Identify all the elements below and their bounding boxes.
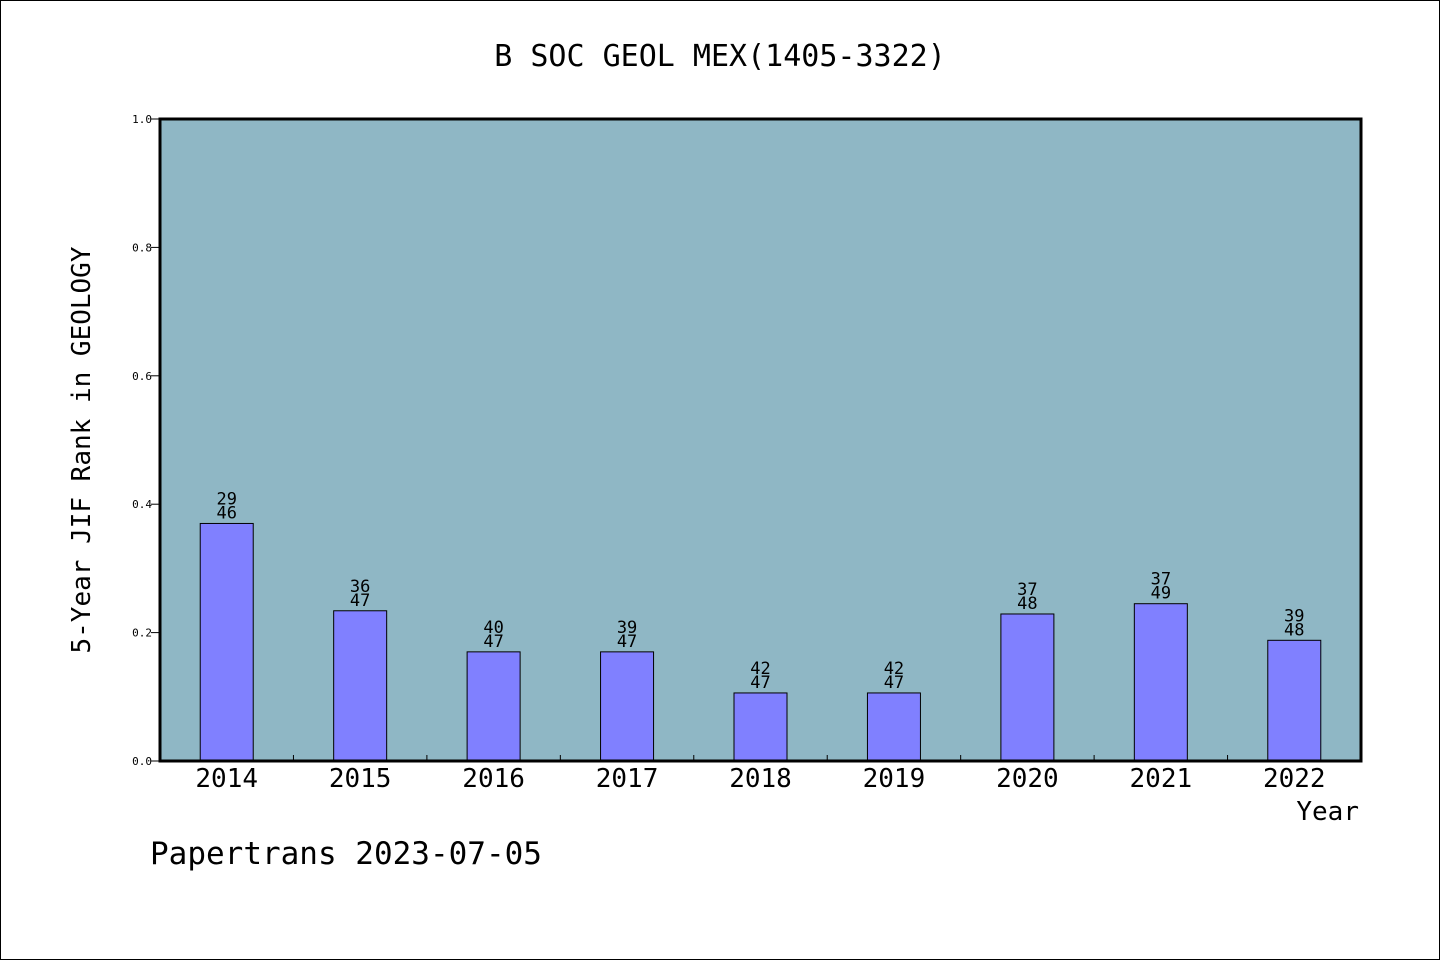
x-tick-label: 2019 [863,764,926,794]
y-tick-label: 0.4 [132,498,152,511]
y-tick-label: 0.0 [132,755,152,768]
data-label-bottom: 48 [1284,620,1304,640]
bar-2021 [1133,603,1188,762]
data-label-top: 39 [1284,606,1304,626]
x-tick-label: 2020 [996,764,1059,794]
bar-2020 [1000,613,1055,762]
data-label-bottom: 47 [884,673,904,693]
data-label-bottom: 49 [1151,584,1171,604]
x-tick-label: 2014 [195,764,258,794]
data-label-bottom: 47 [617,632,637,652]
data-label-top: 29 [216,489,236,509]
data-label-top: 42 [750,659,770,679]
y-tick-label: 0.2 [132,627,152,640]
data-label-top: 37 [1151,570,1171,590]
bar-2016 [466,651,521,762]
plot-border [158,117,1363,763]
y-tick-label: 0.8 [132,241,152,254]
data-label-top: 40 [483,618,503,638]
y-tick-label: 0.6 [132,370,152,383]
data-label-bottom: 47 [350,591,370,611]
bar-2019 [866,692,921,762]
chart-title: B SOC GEOL MEX(1405-3322) [494,39,946,74]
data-label-top: 36 [350,577,370,597]
bar-2018 [733,692,788,762]
bar-2014 [199,522,254,762]
x-axis-ticks: 2014 2015 2016 2017 2018 2019 2020 2021 2022 [195,755,1326,794]
bar-2017 [600,651,655,762]
x-tick-label: 2018 [729,764,792,794]
footer-text: Papertrans 2023-07-05 [150,836,542,872]
data-label-top: 39 [617,618,637,638]
x-axis-label: Year [1296,797,1359,827]
data-label-top: 37 [1017,580,1037,600]
x-tick-label: 2016 [462,764,525,794]
x-tick-label: 2017 [596,764,659,794]
bars [199,522,1322,762]
bar-2015 [333,610,388,762]
x-tick-label: 2022 [1263,764,1326,794]
y-axis-label: 5-Year JIF Rank in GEOLOGY [67,246,97,653]
x-tick-label: 2021 [1130,764,1193,794]
data-label-bottom: 48 [1017,594,1037,614]
bar-2022 [1267,639,1322,762]
data-label-top: 42 [884,659,904,679]
y-tick-label: 1.0 [132,113,152,126]
y-axis-ticks: 0.0 0.2 0.4 0.6 0.8 1.0 [132,113,160,768]
data-label-bottom: 46 [216,503,236,523]
data-label-bottom: 47 [750,673,770,693]
data-label-bottom: 47 [483,632,503,652]
x-tick-label: 2015 [329,764,392,794]
